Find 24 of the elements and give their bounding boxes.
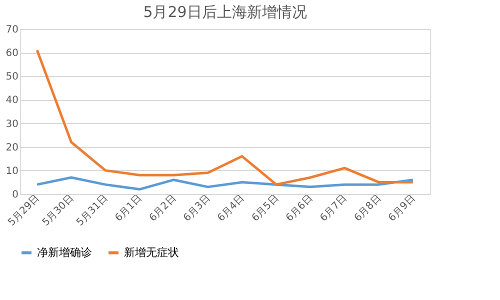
y-tick-label: 10 xyxy=(6,166,18,177)
x-tick-label: 6月3日 xyxy=(182,192,213,224)
line-series xyxy=(36,176,414,191)
y-tick-label: 60 xyxy=(6,48,18,60)
x-tick-label: 6月2日 xyxy=(148,192,178,224)
x-tick-label: 6月1日 xyxy=(113,192,144,224)
x-tick-label: 5月31日 xyxy=(74,192,110,228)
y-tick-label: 30 xyxy=(6,118,18,130)
y-tick-label: 0 xyxy=(12,190,18,200)
x-tick-label: 5月30日 xyxy=(40,192,76,228)
legend-label: 净新增确诊 xyxy=(37,246,92,259)
line-series xyxy=(36,48,414,186)
chart-title: 5月29日后上海新增情况 xyxy=(143,3,307,21)
x-tick-label: 6月9日 xyxy=(386,192,418,224)
x-tick-label: 6月5日 xyxy=(250,192,281,224)
x-tick-label: 6月6日 xyxy=(284,192,316,224)
x-tick-label: 6月8日 xyxy=(352,192,384,224)
legend-label: 新增无症状 xyxy=(124,246,179,259)
x-tick-label: 6月7日 xyxy=(318,192,350,224)
y-tick-label: 70 xyxy=(6,24,18,36)
y-tick-label: 40 xyxy=(6,95,18,106)
y-tick-label: 20 xyxy=(6,142,18,154)
y-tick-label: 50 xyxy=(6,72,18,83)
x-tick-label: 6月4日 xyxy=(216,192,247,224)
